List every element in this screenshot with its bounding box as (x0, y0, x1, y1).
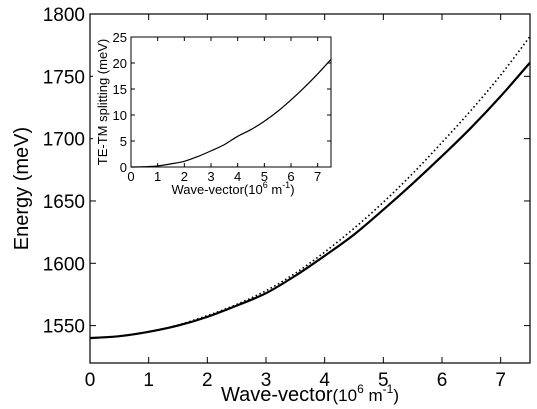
inset-series-line-solid (130, 58, 332, 168)
inset-y-tick-label: 20 (113, 56, 127, 71)
main-y-tick-label: 1750 (43, 67, 85, 88)
main-x-tick-label: 1 (143, 370, 154, 391)
main-x-axis-label-unit-exp: -1 (383, 382, 394, 396)
main-series (89, 35, 531, 340)
main-x-tick-label: 5 (378, 370, 389, 391)
inset-x-tick-label: 0 (127, 169, 134, 184)
inset-x-axis-label-close: ) (290, 182, 294, 197)
main-y-tick-label: 1550 (43, 317, 85, 338)
inset-ticks (130, 36, 331, 168)
main-x-tick-label: 6 (437, 370, 448, 391)
inset-x-axis-label-unit-exp: -1 (282, 180, 290, 190)
inset-x-axis-label-exp: 6 (263, 180, 268, 190)
inset-x-axis-label: Wave-vector(106 m-1) (171, 180, 294, 197)
inset-x-axis-label-unit: (10 (244, 182, 263, 197)
main-x-axis-label-exp: 6 (357, 382, 364, 396)
inset-x-tick-label: 2 (181, 169, 188, 184)
main-x-axis-label-name: Wave-vector (221, 384, 333, 406)
inset-x-tick-label: 6 (287, 169, 294, 184)
inset-x-tick-label: 7 (314, 169, 321, 184)
main-x-tick-label: 2 (202, 370, 213, 391)
inset-y-axis-label: TE-TM splitting (meV) (95, 39, 110, 165)
main-x-axis-label-unit: (10 (333, 386, 358, 405)
main-x-axis-label-close: ) (393, 386, 399, 405)
main-ticks (89, 13, 530, 363)
inset-x-tick-label: 3 (207, 169, 214, 184)
main-x-axis-label-unit-tail: m (364, 386, 383, 405)
inset-background (93, 34, 334, 199)
inset-x-tick-label: 1 (154, 169, 161, 184)
main-y-axis-label: Energy (meV) (11, 127, 33, 250)
inset-y-tick-label: 5 (120, 134, 127, 149)
main-x-tick-label: 7 (495, 370, 506, 391)
main-x-tick-label: 3 (261, 370, 272, 391)
inset-x-axis-label-name: Wave-vector (171, 182, 244, 197)
main-plot-frame (89, 13, 531, 364)
inset-x-axis-label-unit-tail: m (268, 182, 282, 197)
inset-y-tick-label: 0 (120, 160, 127, 175)
inset-y-tick-label: 25 (113, 30, 127, 45)
inset-plot-frame (130, 36, 332, 168)
main-y-tick-label: 1800 (43, 5, 85, 26)
inset-x-tick-label: 5 (261, 169, 268, 184)
inset-y-tick-label: 15 (113, 82, 127, 97)
inset-series (130, 58, 332, 168)
main-series-line-dotted (89, 35, 531, 339)
main-x-tick-label: 4 (319, 370, 330, 391)
main-x-axis-label: Wave-vector(106 m-1) (221, 382, 399, 406)
main-x-tick-label: 0 (85, 370, 96, 391)
main-y-tick-label: 1600 (43, 254, 85, 275)
inset-y-tick-label: 10 (113, 108, 127, 123)
main-y-tick-label: 1700 (43, 130, 85, 151)
inset-x-tick-label: 4 (234, 169, 241, 184)
main-series-line-solid (89, 61, 531, 340)
inset-tick-labels: 0 1 2 3 4 5 6 7 0 5 10 15 20 25 (113, 30, 322, 184)
main-y-tick-label: 1650 (43, 192, 85, 213)
